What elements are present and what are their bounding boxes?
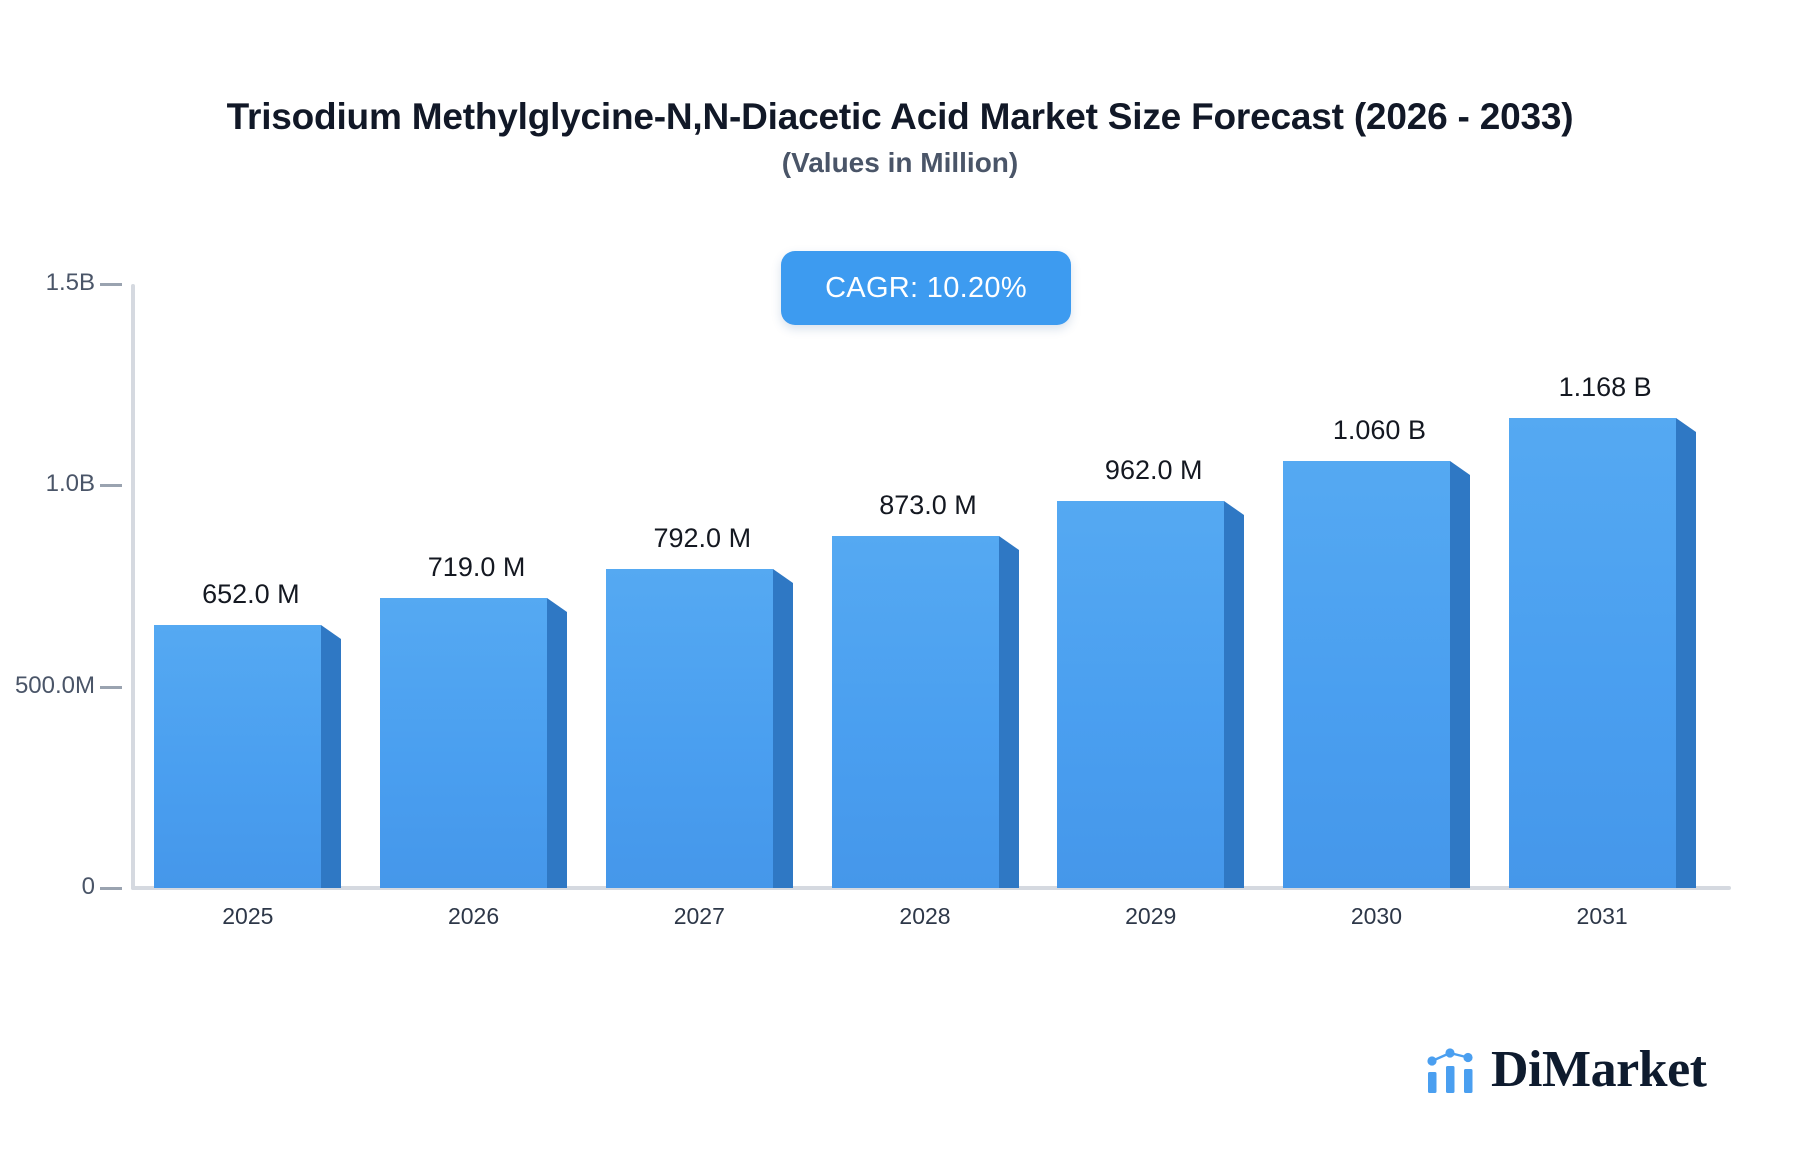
dimarket-logo: DiMarket <box>1425 1041 1707 1098</box>
y-axis-tick-label: 0 <box>81 873 95 900</box>
x-axis-tick-label: 2030 <box>1350 903 1403 929</box>
bar-front-face <box>1283 461 1450 888</box>
y-axis-tick-label: 500.0M <box>14 671 95 699</box>
bar-side-face <box>1450 461 1470 888</box>
bar-2026[interactable] <box>380 598 567 888</box>
bar-value-label: 1.060 B <box>1332 415 1426 445</box>
bar-front-face <box>154 625 321 888</box>
y-axis-tick-mark <box>100 685 122 689</box>
bar-side-face <box>773 569 793 888</box>
x-axis-line <box>131 886 1731 890</box>
bar-side-face <box>1224 501 1244 888</box>
x-axis-tick-label: 2025 <box>222 903 274 929</box>
bar-front-face <box>606 569 773 888</box>
bar-side-face <box>321 625 341 888</box>
bar-front-face <box>380 598 547 888</box>
bar-2030[interactable] <box>1283 461 1470 888</box>
bar-2028[interactable] <box>832 536 1019 888</box>
y-axis-tick-mark <box>100 283 122 286</box>
bar-chart-with-dots-icon <box>1427 1048 1473 1093</box>
bar-value-label: 652.0 M <box>202 579 300 609</box>
bar-side-face <box>999 536 1019 888</box>
dimarket-logo-text: DiMarket <box>1491 1041 1707 1098</box>
y-axis-tick-label: 1.0B <box>45 470 95 498</box>
y-axis-tick-mark <box>100 484 122 488</box>
bar-side-face <box>547 598 567 888</box>
y-axis-tick-mark <box>100 887 122 890</box>
x-axis-tick-label: 2028 <box>899 903 951 929</box>
x-axis-tick-label: 2031 <box>1576 903 1628 929</box>
bar-value-label: 962.0 M <box>1104 455 1203 485</box>
bar-side-face <box>1676 418 1696 888</box>
chart-title: Trisodium Methylglycine-N,N-Diacetic Aci… <box>226 96 1574 137</box>
bar-value-label: 1.168 B <box>1558 372 1652 402</box>
cagr-badge-label: CAGR: 10.20% <box>825 271 1027 304</box>
bar-2027[interactable] <box>606 569 793 888</box>
bar-front-face <box>1509 418 1676 888</box>
bar-value-label: 792.0 M <box>653 523 752 553</box>
x-axis-tick-label: 2029 <box>1125 903 1177 929</box>
bar-value-label: 873.0 M <box>879 490 977 520</box>
bar-value-label: 719.0 M <box>427 552 526 582</box>
bar-front-face <box>832 536 999 888</box>
y-axis-line <box>131 284 135 890</box>
y-axis-tick-label: 1.5B <box>45 269 95 296</box>
bar-2025[interactable] <box>154 625 341 888</box>
cagr-badge: CAGR: 10.20% <box>781 251 1071 325</box>
bar-2029[interactable] <box>1057 501 1244 888</box>
x-axis-tick-label: 2026 <box>447 903 500 929</box>
chart-subtitle: (Values in Million) <box>781 147 1019 178</box>
x-axis-tick-label: 2027 <box>673 903 725 929</box>
bar-2031[interactable] <box>1509 418 1696 888</box>
bar-front-face <box>1057 501 1224 888</box>
